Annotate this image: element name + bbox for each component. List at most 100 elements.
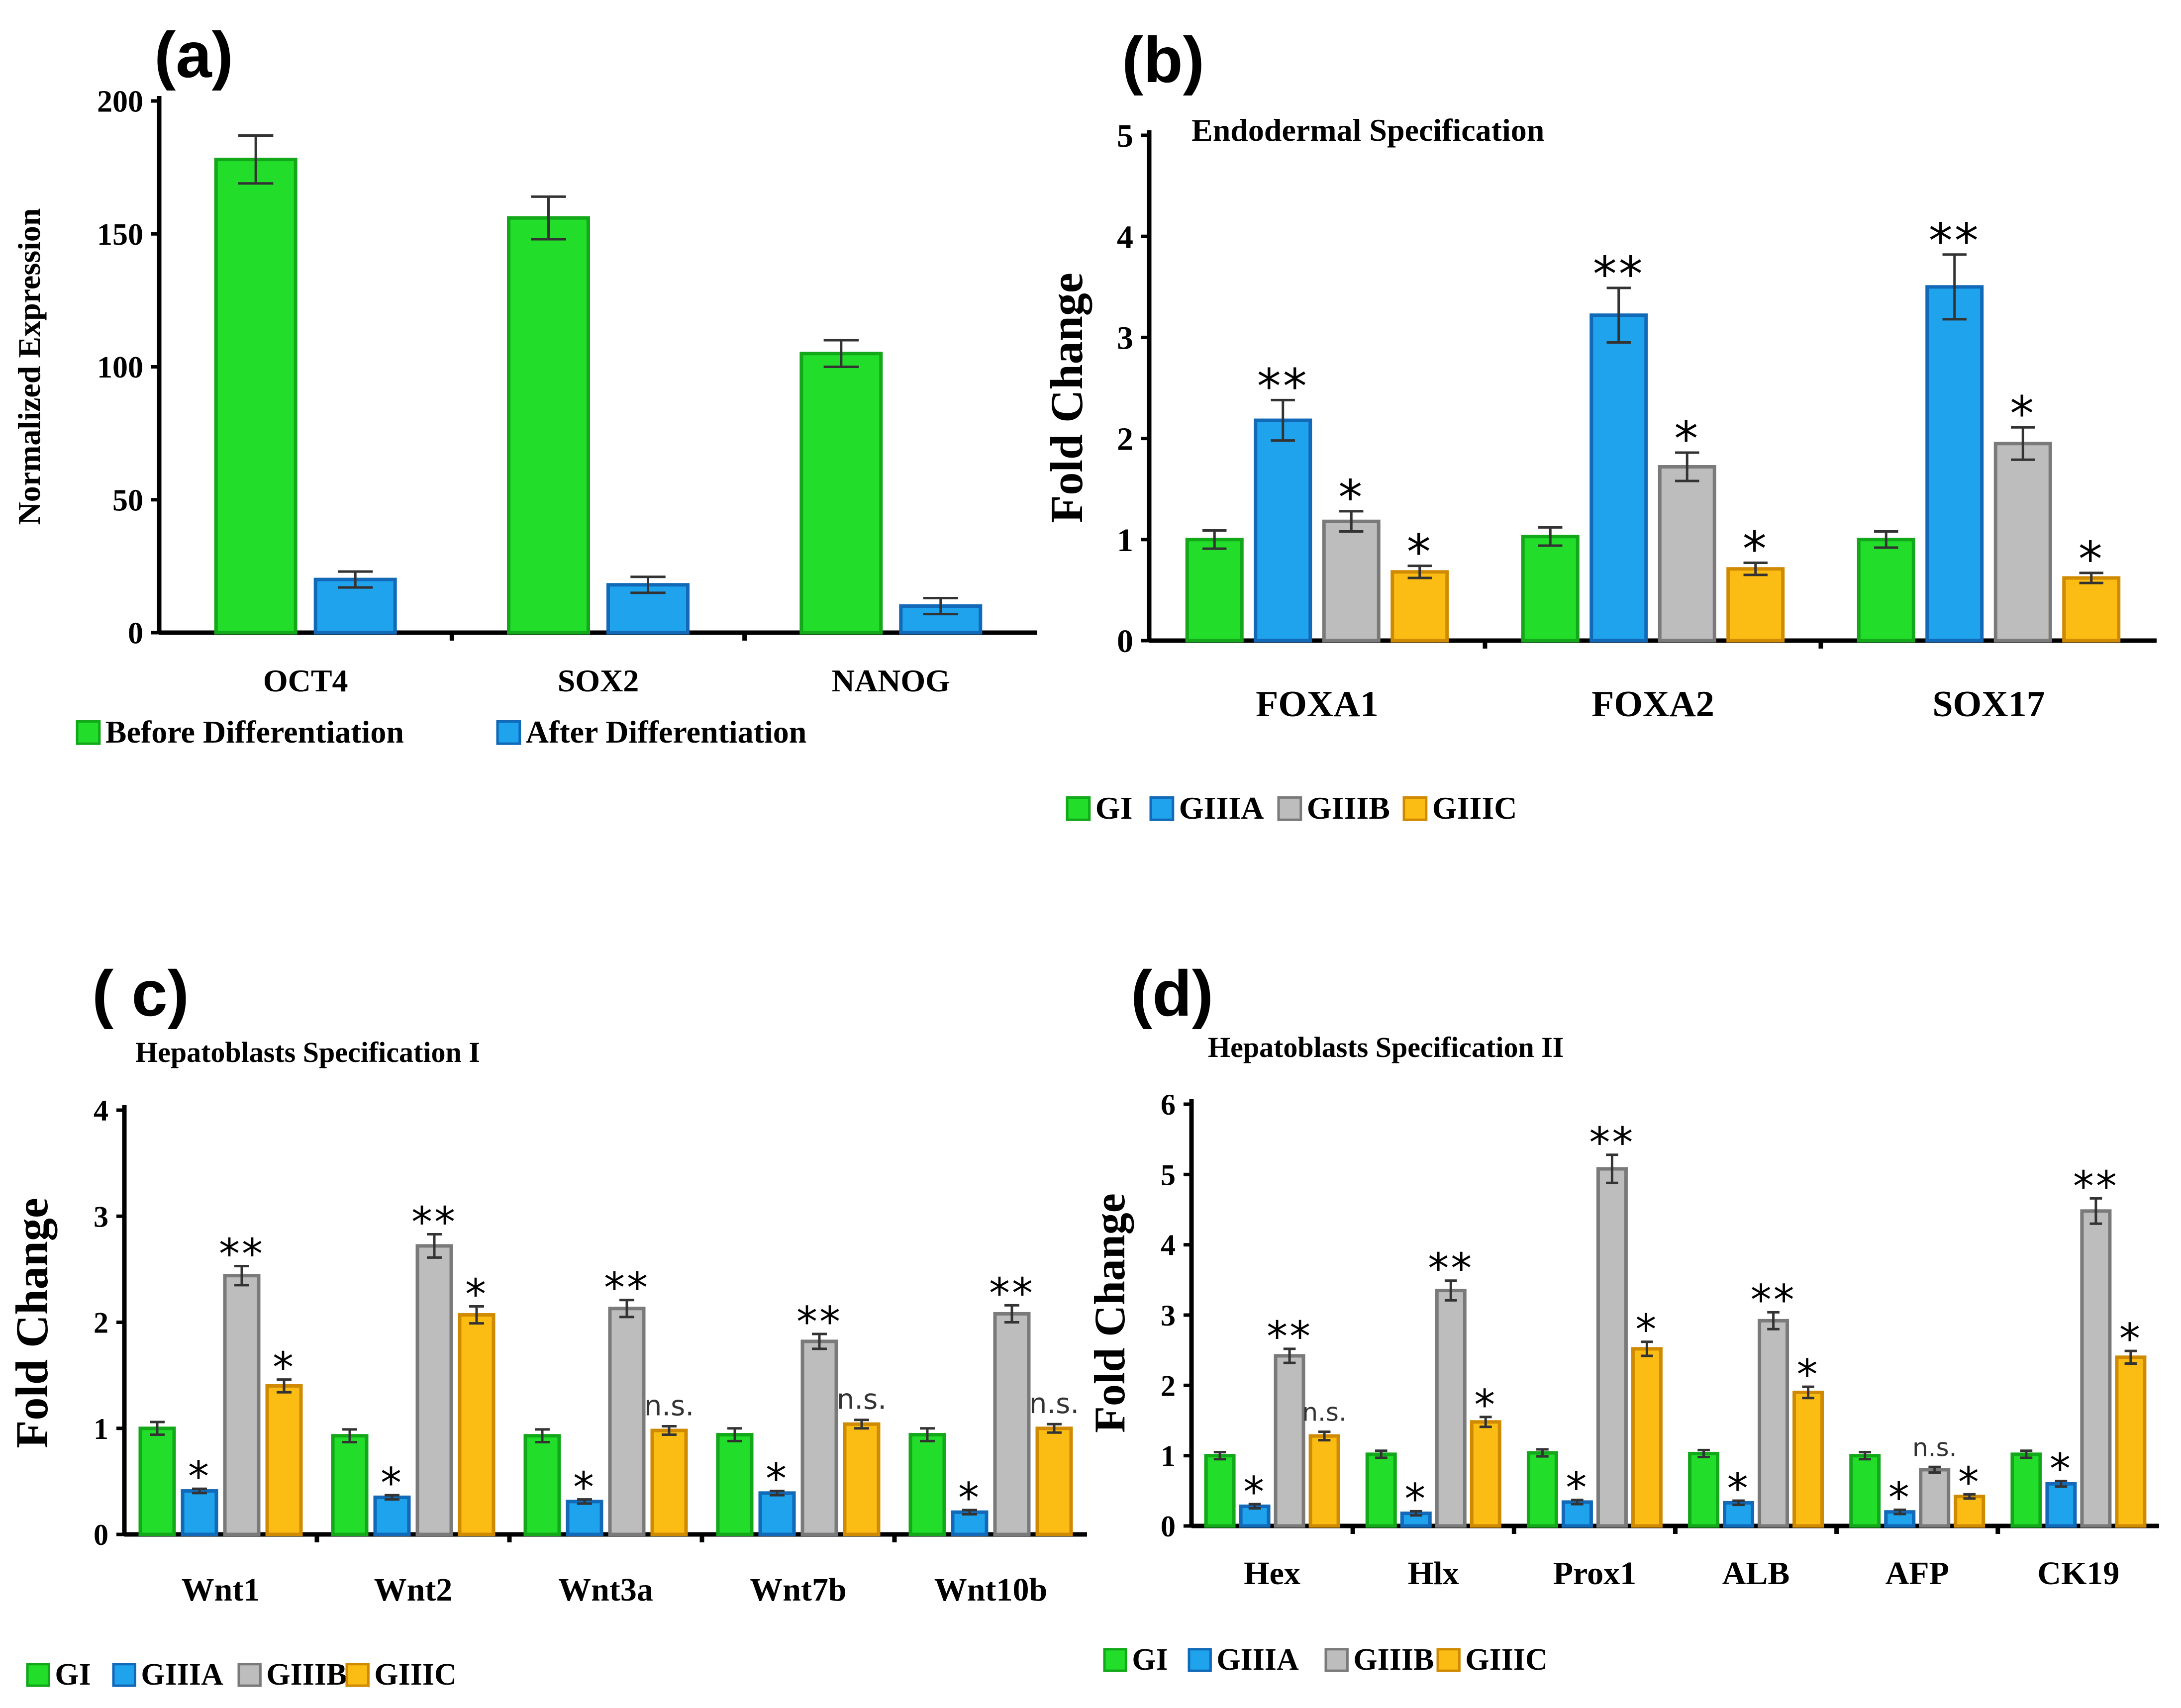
error-bar bbox=[1606, 1153, 1618, 1184]
error-bar bbox=[823, 339, 859, 368]
error-bar bbox=[234, 1264, 249, 1287]
error-bar bbox=[192, 1487, 207, 1495]
panel-label: (b) bbox=[1122, 23, 1204, 96]
error-bar bbox=[770, 1490, 785, 1497]
legend-swatch bbox=[1188, 1648, 1212, 1672]
error-bar bbox=[1004, 1304, 1019, 1324]
significance-label: ** bbox=[1593, 246, 1645, 302]
bar-giiib bbox=[415, 1244, 453, 1536]
panel-label: ( c) bbox=[92, 957, 189, 1030]
significance-label: * bbox=[2119, 1314, 2142, 1363]
bar-gi bbox=[1526, 1451, 1558, 1528]
x-category-label: Hlx bbox=[1408, 1555, 1459, 1592]
y-tick-label: 2 bbox=[1117, 421, 1133, 458]
error-bar bbox=[1271, 398, 1295, 442]
legend-swatch bbox=[1066, 796, 1091, 821]
significance-label: * bbox=[2010, 386, 2036, 442]
error-bar bbox=[535, 1428, 550, 1443]
bar-giiic bbox=[1390, 570, 1449, 643]
bar-gi bbox=[138, 1426, 176, 1536]
error-bar bbox=[727, 1427, 742, 1442]
error-bar bbox=[1641, 1340, 1653, 1357]
y-axis-label: Fold Change bbox=[1086, 1193, 1134, 1433]
bar-giiic bbox=[1792, 1390, 1824, 1528]
significance-label: * bbox=[1958, 1458, 1981, 1507]
bar-giiic bbox=[1308, 1434, 1340, 1528]
error-bar bbox=[2011, 426, 2035, 461]
significance-label: * bbox=[766, 1454, 789, 1503]
legend-swatch bbox=[76, 720, 101, 745]
legend-swatch bbox=[1277, 796, 1302, 821]
error-bar bbox=[277, 1378, 292, 1394]
error-bar bbox=[662, 1424, 677, 1436]
error-bar bbox=[1859, 1451, 1872, 1461]
significance-label: * bbox=[2050, 1444, 2073, 1493]
bar-before-differentiation bbox=[507, 216, 590, 635]
bar-gi bbox=[1849, 1454, 1881, 1528]
bar-giiic bbox=[2115, 1355, 2147, 1528]
bar-giiic bbox=[1631, 1347, 1663, 1528]
error-bar bbox=[2124, 1349, 2137, 1365]
error-bar bbox=[1318, 1430, 1331, 1442]
significance-label: * bbox=[1407, 524, 1433, 580]
y-tick-label: 5 bbox=[1117, 118, 1133, 154]
y-tick-label: 6 bbox=[1161, 1088, 1176, 1121]
error-bar bbox=[1248, 1503, 1261, 1510]
y-tick-label: 200 bbox=[97, 85, 143, 119]
significance-label: * bbox=[1888, 1473, 1911, 1522]
error-bar bbox=[1479, 1416, 1492, 1428]
y-tick-label: 0 bbox=[128, 617, 143, 651]
error-bar bbox=[531, 195, 566, 241]
y-tick-label: 4 bbox=[94, 1094, 108, 1127]
y-tick-label: 3 bbox=[1161, 1299, 1176, 1332]
error-bar bbox=[1874, 530, 1898, 549]
legend-label: GIIIB bbox=[1353, 1643, 1434, 1677]
error-bar bbox=[1409, 1510, 1422, 1517]
significance-label: * bbox=[1404, 1475, 1427, 1523]
error-bar bbox=[619, 1299, 634, 1319]
x-category-label: OCT4 bbox=[263, 663, 348, 698]
bar-giiic bbox=[2062, 576, 2121, 643]
significance-label: * bbox=[465, 1270, 488, 1319]
bar-giiib bbox=[1993, 442, 2052, 643]
bar-gi bbox=[1204, 1454, 1236, 1528]
legend-swatch bbox=[26, 1663, 50, 1687]
legend-label: GIIIC bbox=[374, 1658, 456, 1692]
bar-giiia bbox=[1925, 285, 1984, 643]
bar-before-differentiation bbox=[799, 352, 883, 635]
error-bar bbox=[1697, 1448, 1710, 1458]
bar-giiia bbox=[758, 1491, 796, 1536]
bar-gi bbox=[1185, 538, 1244, 643]
error-bar bbox=[1375, 1449, 1388, 1459]
significance-label: ** bbox=[1589, 1118, 1635, 1167]
significance-label: n.s. bbox=[1912, 1433, 1957, 1462]
significance-label: ** bbox=[1257, 359, 1309, 414]
error-bar bbox=[2089, 1197, 2102, 1225]
legend-label: After Differentiation bbox=[526, 714, 807, 750]
chart-title: Hepatoblasts Specification II bbox=[1208, 1031, 1564, 1063]
error-bar bbox=[1536, 1448, 1549, 1458]
error-bar bbox=[1283, 1347, 1296, 1364]
significance-label: ** bbox=[1929, 213, 1981, 269]
error-bar bbox=[1339, 510, 1364, 533]
y-axis-label: Fold Change bbox=[1041, 273, 1092, 523]
x-category-label: SOX17 bbox=[1932, 684, 2045, 725]
significance-label: * bbox=[958, 1473, 981, 1522]
bar-gi bbox=[1521, 535, 1580, 643]
legend-swatch bbox=[1149, 796, 1175, 821]
significance-label: n.s. bbox=[1029, 1388, 1079, 1420]
bar-gi bbox=[1365, 1452, 1397, 1528]
error-bar bbox=[2020, 1449, 2033, 1459]
x-category-label: Wnt10b bbox=[934, 1572, 1047, 1608]
error-bar bbox=[1732, 1499, 1745, 1507]
error-bar bbox=[337, 570, 373, 589]
legend-label: GI bbox=[1095, 790, 1133, 826]
legend-swatch bbox=[345, 1663, 370, 1687]
error-bar bbox=[238, 134, 274, 185]
significance-label: ** bbox=[796, 1297, 842, 1346]
significance-label: ** bbox=[1751, 1276, 1796, 1325]
significance-label: * bbox=[1243, 1468, 1266, 1517]
legend-swatch bbox=[112, 1663, 136, 1687]
significance-label: * bbox=[1566, 1463, 1588, 1512]
x-category-label: Wnt3a bbox=[558, 1572, 653, 1608]
